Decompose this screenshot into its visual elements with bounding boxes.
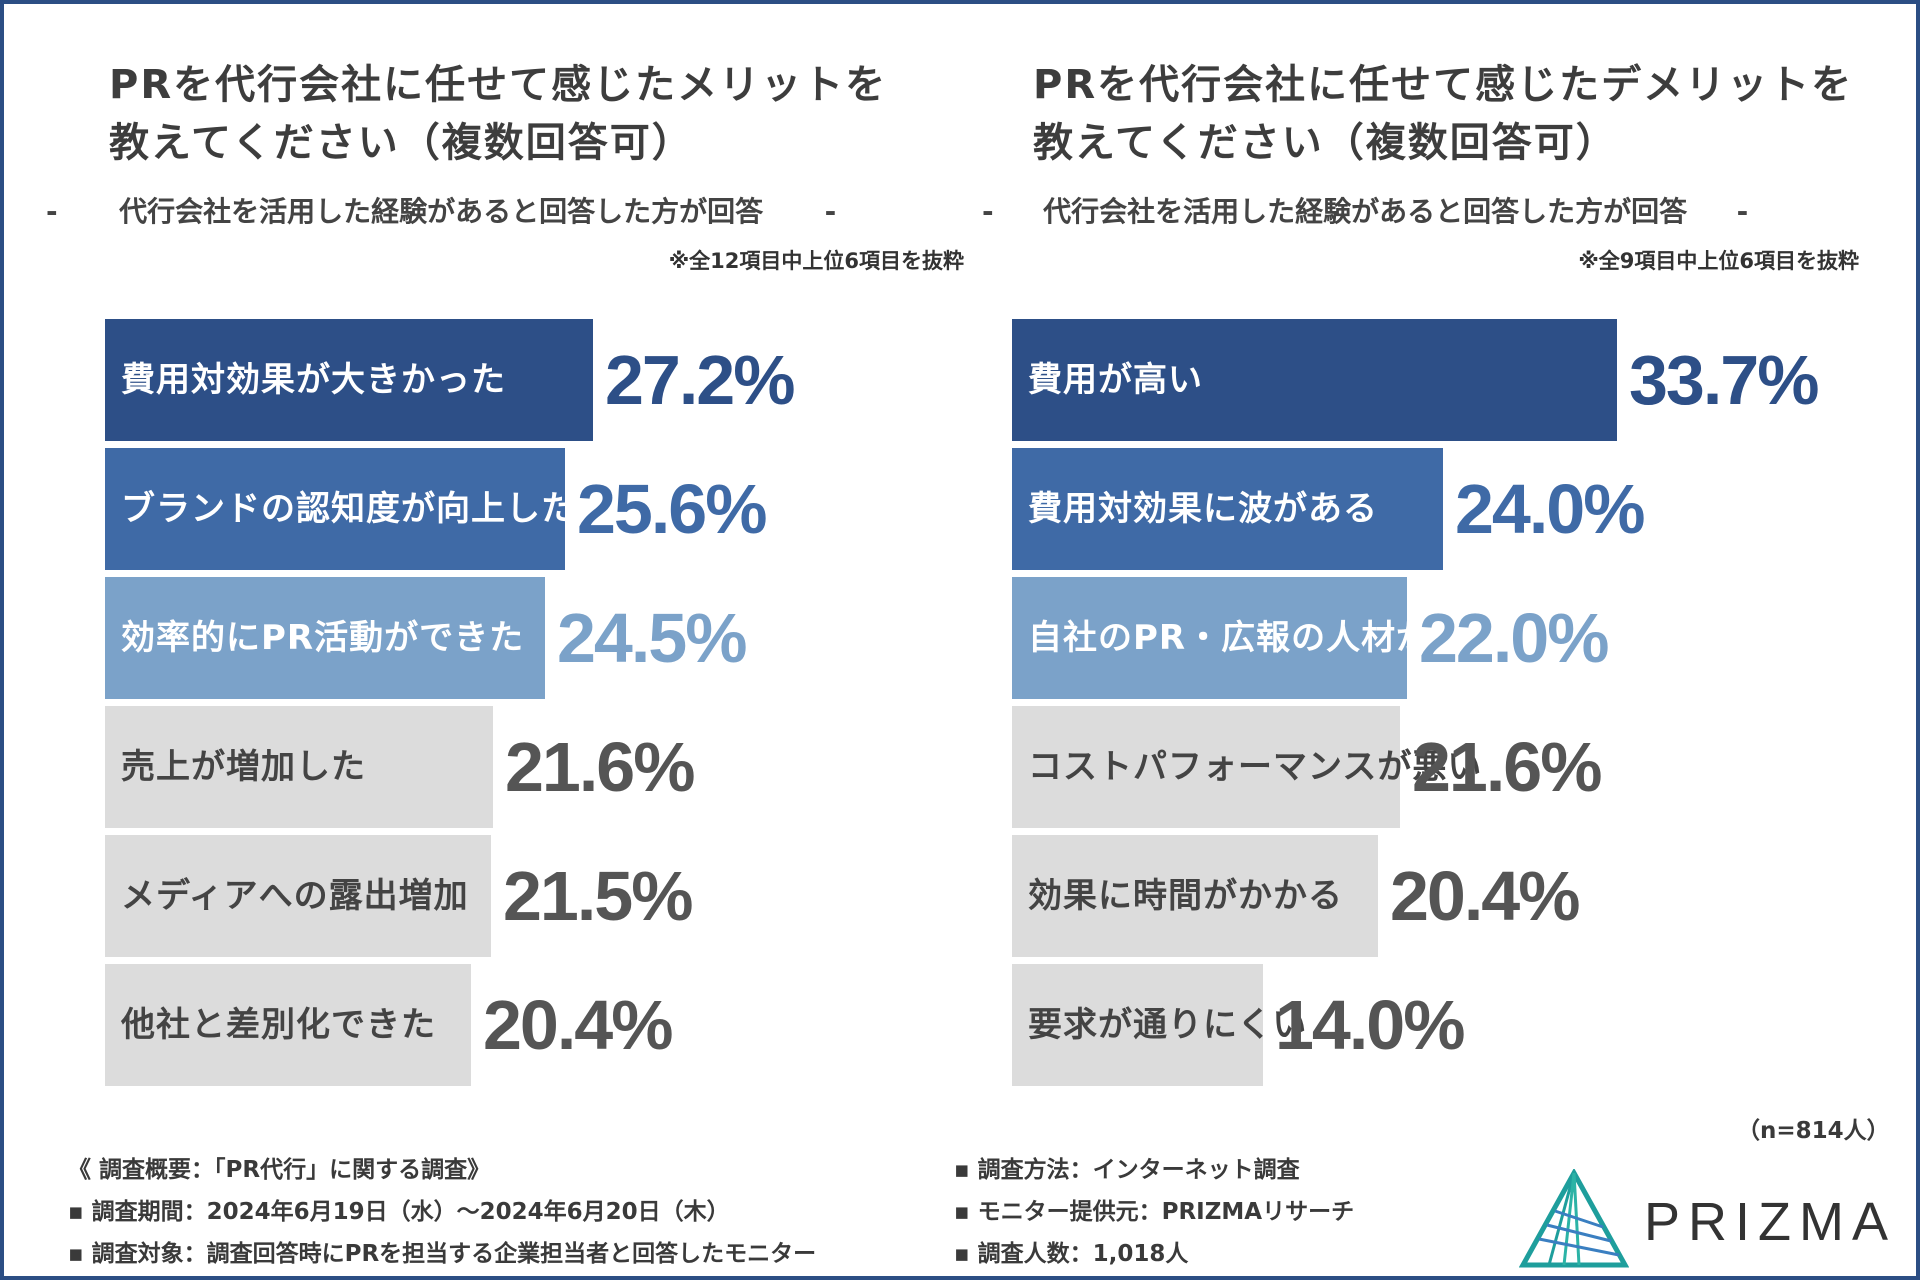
merits-title-line-2: 教えてください（複数回答可） bbox=[109, 120, 694, 166]
bar-value-label: 27.2% bbox=[605, 341, 795, 419]
bar-category-label: 他社と差別化できた bbox=[121, 1005, 436, 1045]
survey-provider: ▪ モニター提供元：PRIZMAリサーチ bbox=[954, 1199, 1355, 1225]
bar-category-label: メディアへの露出増加 bbox=[121, 876, 469, 916]
bar bbox=[105, 448, 565, 570]
bar bbox=[1012, 835, 1378, 957]
demerits-title-line-1: PRを代行会社に任せて感じたデメリットを bbox=[1033, 62, 1854, 108]
bar-category-label: 効率的にPR活動ができた bbox=[121, 618, 525, 658]
bar bbox=[105, 319, 593, 441]
bar bbox=[1012, 448, 1443, 570]
bar-category-label: 売上が増加した bbox=[121, 747, 366, 787]
demerits-panel: PRを代行会社に任せて感じたデメリットを 教えてください（複数回答可） - 代行… bbox=[964, 4, 1920, 1104]
bar bbox=[105, 835, 491, 957]
merits-subtitle-dash-left: - bbox=[46, 195, 58, 228]
survey-count: ▪ 調査人数：1,018人 bbox=[954, 1241, 1189, 1267]
bar bbox=[105, 577, 545, 699]
merits-title: PRを代行会社に任せて感じたメリットを 教えてください（複数回答可） bbox=[109, 56, 887, 172]
bar-value-label: 25.6% bbox=[577, 470, 767, 548]
bar bbox=[105, 706, 493, 828]
bar-value-label: 20.4% bbox=[1390, 857, 1580, 935]
bar-value-label: 24.0% bbox=[1455, 470, 1645, 548]
bar bbox=[1012, 319, 1617, 441]
survey-target: ▪ 調査対象：調査回答時にPRを担当する企業担当者と回答したモニター bbox=[68, 1241, 817, 1267]
bar-category-label: ブランドの認知度が向上した bbox=[121, 489, 576, 529]
demerits-subtitle-dash-left: - bbox=[982, 195, 994, 228]
bar-value-label: 24.5% bbox=[557, 599, 747, 677]
bar-value-label: 33.7% bbox=[1629, 341, 1819, 419]
demerits-title: PRを代行会社に任せて感じたデメリットを 教えてください（複数回答可） bbox=[1033, 56, 1853, 172]
merits-subtitle-text: 代行会社を活用した経験があると回答した方が回答 bbox=[119, 195, 764, 228]
bar-value-label: 22.0% bbox=[1419, 599, 1609, 677]
merits-subtitle: - 代行会社を活用した経験があると回答した方が回答 - bbox=[46, 190, 836, 230]
bar-value-label: 21.5% bbox=[503, 857, 693, 935]
bar-category-label: コストパフォーマンスが悪い bbox=[1028, 747, 1483, 787]
prizma-triangle-icon bbox=[1519, 1169, 1629, 1268]
merits-subtitle-dash-right: - bbox=[824, 195, 837, 228]
bar bbox=[1012, 706, 1400, 828]
merits-title-line-1: PRを代行会社に任せて感じたメリットを bbox=[109, 62, 888, 108]
survey-method: ▪ 調査方法：インターネット調査 bbox=[954, 1157, 1300, 1183]
survey-period: ▪ 調査期間：2024年6月19日（水）～2024年6月20日（木） bbox=[68, 1199, 730, 1225]
survey-overview: 《 調査概要：「PR代行」に関する調査》 bbox=[68, 1157, 491, 1183]
bar-value-label: 21.6% bbox=[1412, 728, 1602, 806]
bar bbox=[105, 964, 471, 1086]
prizma-logo-text: PRIZMA bbox=[1644, 1192, 1897, 1252]
demerits-subtitle: - 代行会社を活用した経験があると回答した方が回答 - bbox=[982, 190, 1748, 230]
bar-category-label: 自社のPR・広報の人材が育たない bbox=[1028, 618, 1572, 658]
bar-category-label: 費用対効果に波がある bbox=[1028, 489, 1378, 529]
bar bbox=[1012, 577, 1407, 699]
bar-category-label: 要求が通りにくい bbox=[1028, 1005, 1308, 1045]
sample-size: （n=814人） bbox=[1737, 1118, 1890, 1144]
bar-value-label: 20.4% bbox=[483, 986, 673, 1064]
bar-category-label: 費用対効果が大きかった bbox=[121, 360, 506, 400]
prizma-logo: PRIZMA bbox=[1519, 1169, 1899, 1269]
demerits-title-line-2: 教えてください（複数回答可） bbox=[1033, 120, 1618, 166]
bar-value-label: 21.6% bbox=[505, 728, 695, 806]
bar-value-label: 14.0% bbox=[1275, 986, 1465, 1064]
demerits-subtitle-dash-right: - bbox=[1736, 195, 1749, 228]
merits-note: ※全12項目中上位6項目を抜粋 bbox=[668, 249, 964, 273]
demerits-subtitle-text: 代行会社を活用した経験があると回答した方が回答 bbox=[1043, 195, 1688, 228]
demerits-note: ※全9項目中上位6項目を抜粋 bbox=[1578, 249, 1859, 273]
merits-panel: PRを代行会社に任せて感じたメリットを 教えてください（複数回答可） - 代行会… bbox=[4, 4, 964, 1104]
bar-category-label: 費用が高い bbox=[1028, 360, 1203, 400]
bar-category-label: 効果に時間がかかる bbox=[1028, 876, 1343, 916]
bar bbox=[1012, 964, 1263, 1086]
